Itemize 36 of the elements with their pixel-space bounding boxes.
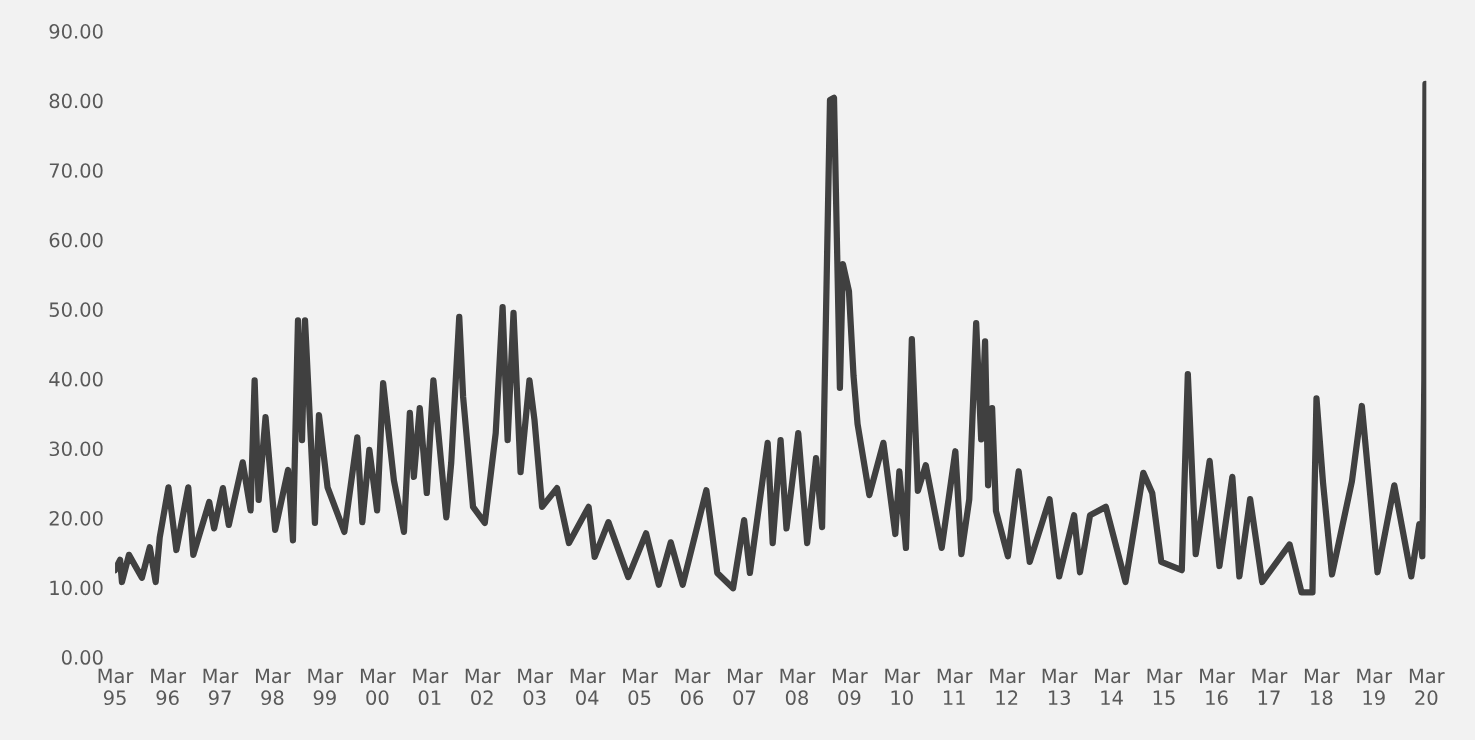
x-tick-label: Mar 04 [570,668,606,706]
y-tick-label: 80.00 [49,93,103,109]
y-tick-label: 20.00 [49,510,103,526]
x-tick-label: Mar 03 [518,668,553,706]
x-tick-label: Mar 18 [1304,668,1340,706]
y-tick-label: 40.00 [49,371,103,387]
x-tick-label: Mar 06 [675,668,711,706]
y-tick-label: 10.00 [50,580,103,596]
y-tick-label: 50.00 [49,302,103,317]
x-tick-label: Mar 96 [151,668,186,706]
x-tick-label: Mar 99 [308,668,344,706]
x-tick-label: Mar 95 [98,668,134,706]
x-tick-label: Mar 02 [465,668,501,706]
x-tick-label: Mar 00 [360,668,396,706]
x-tick-label: Mar 08 [780,668,816,706]
x-tick-label: Mar 07 [727,668,763,706]
x-tick-label: Mar 15 [1147,668,1183,706]
x-tick-label: Mar 01 [413,668,449,706]
y-tick-label: 0.00 [61,650,103,665]
x-tick-label: Mar 09 [832,668,868,706]
y-tick-label: 30.00 [49,441,103,457]
x-tick-label: Mar 13 [1042,668,1078,706]
x-tick-label: Mar 97 [203,668,239,706]
x-tick-label: Mar 14 [1095,668,1130,705]
x-tick-label: Mar 20 [1409,668,1445,706]
y-tick-label: 90.00 [49,24,103,39]
x-tick-label: Mar 98 [255,668,291,706]
x-tick-label: Mar 11 [937,668,973,705]
x-tick-label: Mar 17 [1252,668,1288,705]
x-tick-label: Mar 19 [1357,668,1393,706]
x-tick-label: Mar 16 [1200,668,1235,706]
x-tick-label: Mar 10 [885,668,921,706]
x-tick-label: Mar 12 [990,668,1026,705]
x-tick-label: Mar 05 [623,668,658,706]
y-tick-label: 70.00 [49,163,103,178]
y-tick-label: 60.00 [49,232,103,248]
